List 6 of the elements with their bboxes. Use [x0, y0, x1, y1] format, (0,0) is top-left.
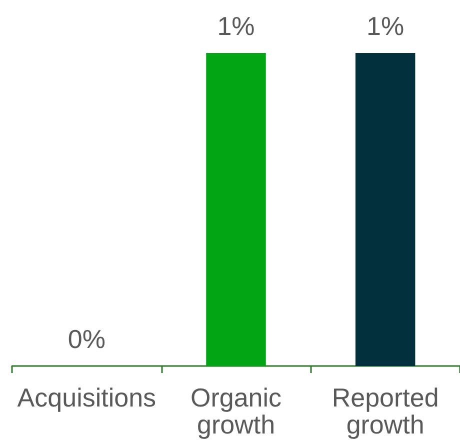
- data-label: 0%: [68, 324, 106, 354]
- x-tick-label: Acquisitions: [17, 382, 156, 412]
- data-label: 1%: [366, 11, 404, 41]
- data-label: 1%: [217, 11, 255, 41]
- x-tick-label: Reported growth: [332, 382, 439, 440]
- x-tick-label: Organic growth: [190, 382, 282, 440]
